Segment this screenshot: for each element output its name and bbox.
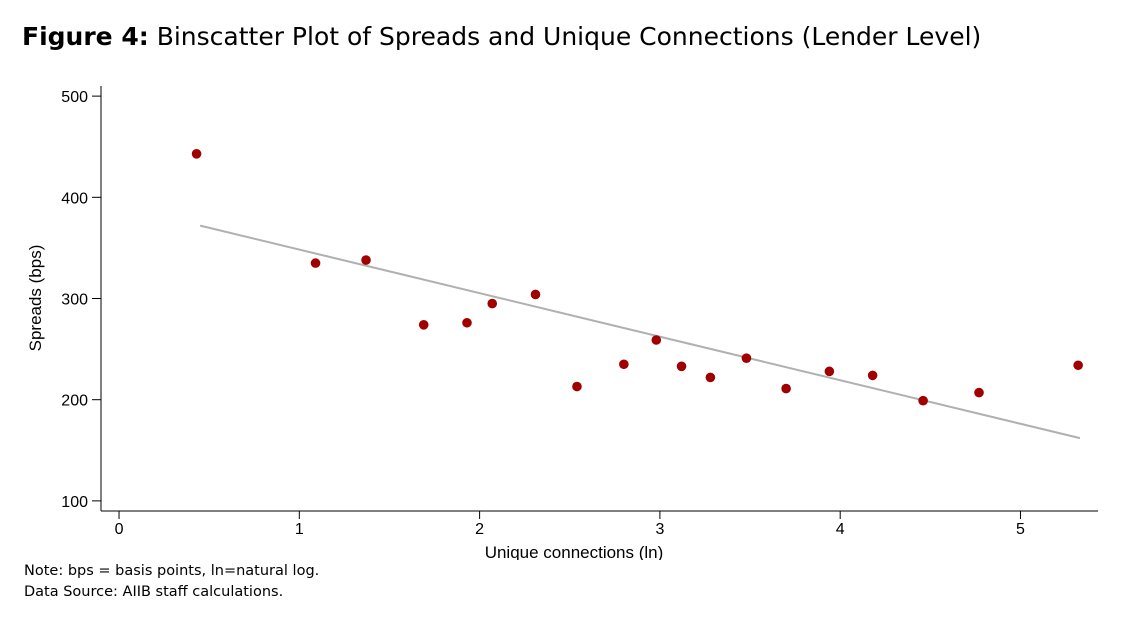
data-point — [361, 255, 371, 265]
x-tick-label: 4 — [836, 521, 845, 538]
y-axis-label: Spreads (bps) — [26, 245, 45, 352]
y-tick-label: 200 — [61, 393, 88, 410]
binscatter-chart: 100 200 300 400 500 0 1 2 3 4 5 Spreads (bps) Uni… — [26, 86, 1098, 560]
x-tick-label: 2 — [475, 521, 484, 538]
data-point — [462, 317, 472, 328]
figure-title: Figure 4: Binscatter Plot of Spreads and… — [22, 22, 981, 51]
x-ticks: 0 1 2 3 4 5 — [115, 511, 1025, 538]
data-point — [741, 353, 752, 364]
data-point — [974, 387, 984, 398]
data-point — [191, 148, 202, 159]
x-axis-label: Unique connections (ln) — [485, 543, 664, 560]
source-text: Data Source: AIIB staff calculations. — [24, 584, 284, 600]
y-tick-label: 300 — [61, 292, 88, 309]
note-text: Note: bps = basis points, ln=natural log… — [24, 563, 320, 579]
data-point — [418, 320, 429, 330]
data-point — [918, 395, 928, 406]
data-point — [781, 383, 791, 394]
data-point — [651, 335, 662, 345]
data-point — [572, 381, 582, 392]
y-ticks: 100 200 300 400 500 — [61, 89, 101, 511]
figure-label: Figure 4 — [22, 22, 139, 51]
data-point — [676, 361, 687, 372]
data-point — [1073, 360, 1083, 371]
figure-title-text: Binscatter Plot of Spreads and Unique Co… — [156, 22, 982, 51]
data-point — [705, 372, 716, 383]
figure-label-separator: : — [138, 22, 149, 51]
data-point — [487, 298, 498, 309]
x-tick-label: 3 — [655, 521, 664, 538]
y-tick-label: 500 — [61, 89, 88, 106]
x-tick-label: 0 — [115, 521, 124, 538]
y-tick-label: 400 — [61, 190, 88, 207]
data-point — [310, 258, 321, 268]
data-points — [191, 148, 1083, 406]
data-point — [619, 359, 629, 370]
x-tick-label: 5 — [1016, 521, 1025, 538]
figure-notes: Note: bps = basis points, ln=natural log… — [24, 561, 319, 603]
data-point — [867, 370, 878, 381]
fitted-line — [199, 224, 1081, 440]
data-point — [530, 289, 541, 300]
data-point — [824, 366, 835, 377]
y-tick-label: 100 — [61, 494, 88, 511]
x-tick-label: 1 — [295, 521, 304, 538]
